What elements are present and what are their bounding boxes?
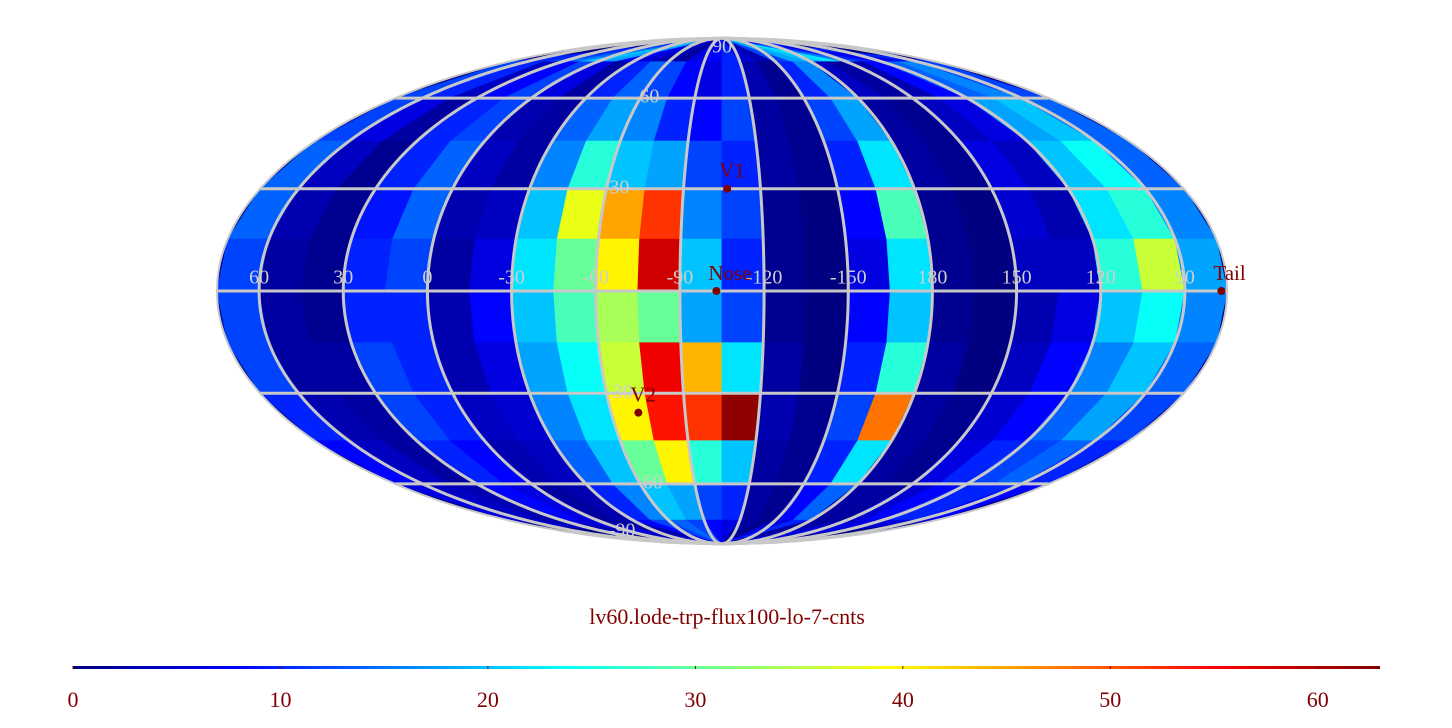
colorbar-tick-label: 60: [1307, 687, 1329, 712]
lon-label: -150: [830, 267, 867, 289]
lon-label: -90: [667, 267, 694, 289]
lon-label: -60: [582, 267, 609, 289]
marker-point: [723, 184, 732, 193]
lon-label: -30: [498, 267, 525, 289]
heat-cell: [968, 290, 1018, 344]
heat-cell: [426, 238, 476, 292]
heat-cell: [637, 290, 682, 344]
lon-label: 150: [1002, 267, 1032, 289]
heat-cell: [511, 290, 558, 344]
point-label: Nose: [708, 261, 751, 285]
point-label: V2: [630, 382, 656, 406]
heat-cell: [886, 290, 933, 344]
heat-cell: [721, 188, 764, 240]
point-label: V1: [719, 159, 745, 183]
colorbar-tick-label: 40: [892, 687, 914, 712]
heat-cell: [595, 290, 641, 344]
heat-cell: [680, 188, 723, 240]
lat-label: -60: [636, 471, 663, 493]
heat-cell: [469, 290, 517, 344]
lon-label: 0: [422, 267, 432, 289]
marker-point: [634, 408, 643, 417]
heat-cell: [553, 290, 599, 344]
heat-cell: [721, 392, 761, 442]
heat-cell: [679, 290, 723, 344]
lon-label: 90: [1175, 267, 1195, 289]
heat-cell: [680, 342, 723, 394]
marker-point: [1217, 287, 1226, 295]
heat-cell: [760, 188, 805, 240]
heat-cell: [426, 290, 476, 344]
colorbar-tick-label: 0: [68, 687, 79, 712]
map: 60 30 0 -30 -60 -90 -120 -150 180 150 120 90 90 60 30 -…: [216, 36, 1246, 546]
lat-label: -90: [609, 520, 636, 542]
heat-cell: [760, 342, 805, 394]
point-label: Tail: [1213, 261, 1246, 285]
heat-cell: [683, 140, 723, 190]
lat-label: 30: [609, 176, 629, 198]
colorbar-tick-label: 30: [684, 687, 706, 712]
colorbar: [73, 666, 1380, 669]
heat-cell: [803, 290, 849, 344]
heat-cell: [845, 290, 891, 344]
colorbar-tick-label: 20: [477, 687, 499, 712]
chart-title: lv60.lode-trp-flux100-lo-7-cnts: [589, 604, 865, 629]
heat-cell: [639, 188, 684, 240]
lat-label: -30: [606, 381, 633, 403]
heat-cell: [342, 290, 393, 344]
lat-label: 60: [639, 86, 659, 108]
heat-cell: [721, 342, 764, 394]
colorbar-tick-label: 50: [1099, 687, 1121, 712]
lon-label: 120: [1086, 267, 1116, 289]
marker-point: [712, 287, 721, 295]
lon-label: -120: [746, 267, 783, 289]
lat-label: 90: [712, 36, 732, 58]
heat-cell: [683, 392, 723, 442]
heat-cell: [927, 290, 975, 344]
lon-label: 180: [917, 267, 947, 289]
lon-label: 60: [249, 267, 269, 289]
map-outline: [216, 37, 1228, 545]
heat-cell: [762, 290, 807, 344]
lon-label: 30: [333, 267, 353, 289]
colorbar-tick-label: 10: [269, 687, 291, 712]
heat-cell: [721, 290, 765, 344]
